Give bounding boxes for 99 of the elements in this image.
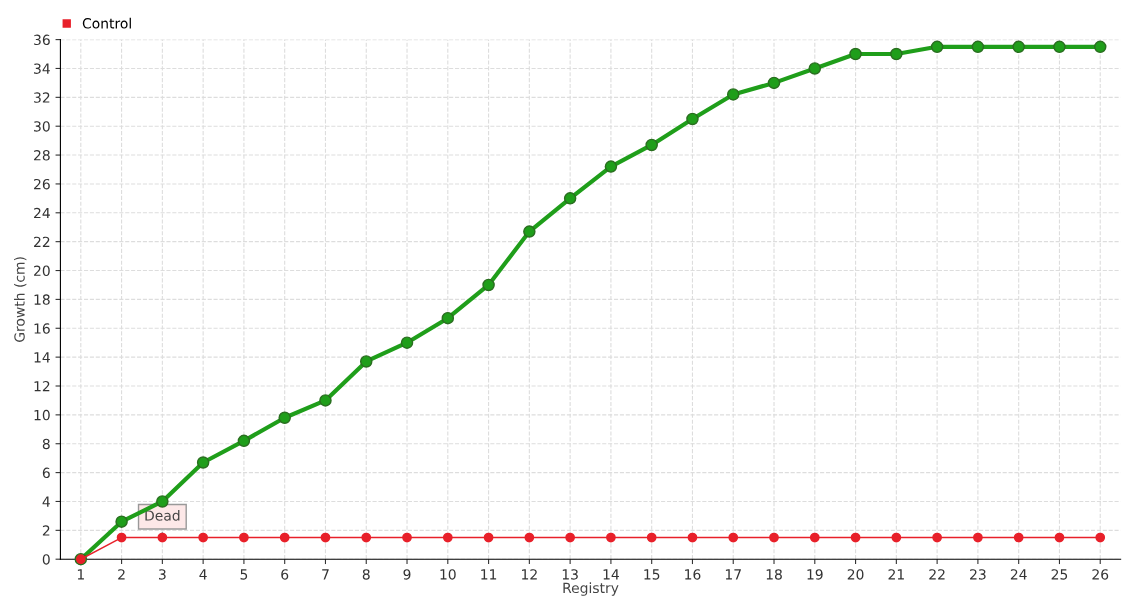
point xyxy=(116,532,127,543)
y-tick-label: 18 xyxy=(34,294,50,305)
point xyxy=(726,88,740,101)
point xyxy=(359,355,373,368)
y-tick-label: 26 xyxy=(34,178,50,190)
point xyxy=(279,532,290,543)
point xyxy=(604,160,618,173)
x-tick-label: 3 xyxy=(159,569,166,580)
point xyxy=(198,532,209,543)
point xyxy=(1053,40,1066,54)
y-tick-label: 28 xyxy=(34,150,50,161)
x-axis-title: Registry xyxy=(563,582,619,596)
x-tick-label: 7 xyxy=(322,569,329,580)
point xyxy=(482,278,495,292)
point xyxy=(728,532,739,543)
point xyxy=(808,62,822,75)
point xyxy=(115,515,128,528)
point xyxy=(932,532,942,543)
y-tick-label: 10 xyxy=(34,409,50,421)
point xyxy=(849,47,862,61)
y-tick-label: 20 xyxy=(34,265,50,277)
x-tick-label: 1 xyxy=(77,569,84,580)
x-tick-label: 20 xyxy=(847,569,864,580)
x-tick-label: 16 xyxy=(685,569,701,580)
y-tick-label: 24 xyxy=(34,207,50,219)
x-tick-label: 4 xyxy=(199,569,207,580)
x-tick-label: 13 xyxy=(562,569,578,580)
x-tick-label: 10 xyxy=(440,569,456,580)
x-tick-label: 2 xyxy=(118,569,125,580)
point xyxy=(565,532,575,543)
x-tick-label: 22 xyxy=(929,569,945,580)
y-tick-label: 12 xyxy=(34,380,50,392)
x-tick-label: 8 xyxy=(362,569,370,580)
point xyxy=(1013,532,1024,543)
point xyxy=(400,336,414,349)
point xyxy=(196,456,210,469)
point xyxy=(645,138,658,152)
y-tick-label: 8 xyxy=(42,438,50,450)
y-tick-label: 32 xyxy=(34,92,50,103)
point xyxy=(402,532,412,543)
point xyxy=(930,40,944,54)
point xyxy=(971,40,985,54)
y-tick-label: 6 xyxy=(42,467,50,479)
x-tick-label: 9 xyxy=(403,569,411,580)
point xyxy=(850,532,861,543)
point xyxy=(239,532,249,543)
x-tick-label: 18 xyxy=(766,569,782,580)
point xyxy=(1054,532,1065,543)
y-tick-label: 36 xyxy=(34,34,50,46)
y-tick-label: 4 xyxy=(42,496,50,507)
x-tick-label: 25 xyxy=(1051,569,1068,580)
point xyxy=(1012,40,1025,54)
x-tick-label: 14 xyxy=(603,569,619,580)
point xyxy=(441,311,455,325)
x-tick-label: 12 xyxy=(522,569,537,580)
point xyxy=(442,532,453,543)
point xyxy=(809,532,820,543)
y-tick-label: 0 xyxy=(42,554,50,565)
x-tick-label: 21 xyxy=(888,569,904,580)
x-tick-label: 6 xyxy=(281,569,289,580)
point xyxy=(606,532,616,543)
x-tick-label: 15 xyxy=(644,569,660,580)
point xyxy=(646,532,657,543)
point xyxy=(156,495,169,508)
point xyxy=(687,532,698,543)
x-tick-label: 23 xyxy=(970,569,986,580)
point xyxy=(686,112,699,126)
x-tick-label: 19 xyxy=(807,569,823,580)
point xyxy=(769,532,779,543)
x-tick-label: 11 xyxy=(481,569,497,580)
point xyxy=(157,532,168,543)
annotation: Dead xyxy=(145,510,180,521)
y-tick-label: 14 xyxy=(34,352,50,363)
x-tick-label: 5 xyxy=(240,569,248,580)
x-tick-label: 17 xyxy=(725,569,741,580)
point xyxy=(237,434,251,448)
point xyxy=(890,47,903,61)
point xyxy=(767,76,781,90)
y-axis-title: Growth (cm) xyxy=(14,257,27,342)
point xyxy=(973,532,983,543)
point xyxy=(483,532,494,543)
point xyxy=(320,532,331,543)
y-tick-label: 30 xyxy=(34,121,50,132)
point xyxy=(278,411,291,425)
point xyxy=(1093,40,1107,54)
point xyxy=(563,192,577,205)
legend-label: Control xyxy=(82,17,131,29)
y-tick-label: 34 xyxy=(34,63,50,74)
point xyxy=(891,532,902,543)
point xyxy=(523,225,536,238)
y-tick-label: 22 xyxy=(34,236,50,247)
point xyxy=(1095,532,1106,543)
point xyxy=(524,532,535,543)
point xyxy=(361,532,372,543)
x-tick-label: 26 xyxy=(1092,569,1109,580)
point xyxy=(319,394,332,407)
y-tick-label: 2 xyxy=(42,525,50,536)
x-tick-label: 24 xyxy=(1010,569,1027,580)
y-tick-label: 16 xyxy=(34,323,50,334)
